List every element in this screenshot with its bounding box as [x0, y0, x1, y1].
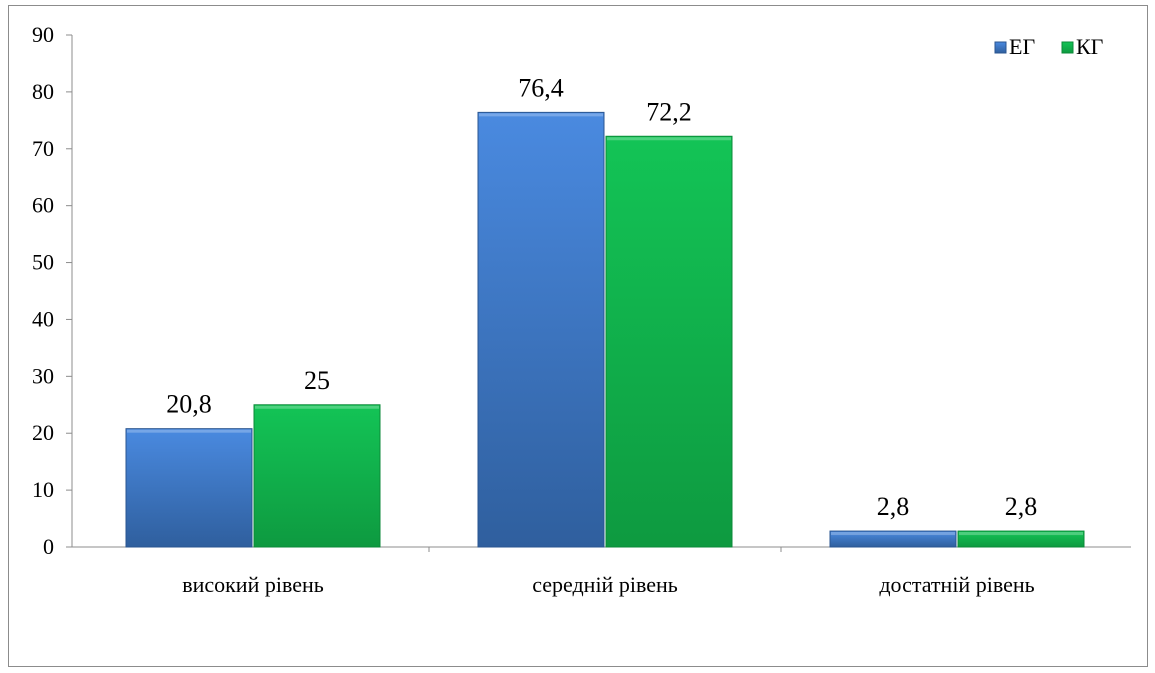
y-tick-label: 30 — [32, 363, 54, 388]
legend-swatch — [1061, 41, 1074, 54]
bar-eg — [829, 530, 957, 548]
data-label: 25 — [304, 366, 330, 395]
y-tick-label: 0 — [43, 534, 54, 559]
x-category-label: достатній рівень — [879, 572, 1034, 597]
legend-swatch — [994, 41, 1007, 54]
y-tick-label: 60 — [32, 193, 54, 218]
bars — [125, 111, 1085, 548]
bar-eg — [125, 428, 253, 548]
x-category-label: середній рівень — [532, 572, 678, 597]
data-label: 76,4 — [518, 73, 564, 102]
bar-highlight — [127, 429, 251, 433]
y-tick-label: 10 — [32, 477, 54, 502]
y-tick-label: 50 — [32, 250, 54, 275]
data-label: 72,2 — [646, 97, 692, 126]
legend-label: КГ — [1076, 34, 1104, 59]
data-labels: 20,8 25 76,4 72,2 2,8 2,8 — [166, 73, 1037, 521]
x-category-label: високий рівень — [182, 572, 324, 597]
bar-kg — [957, 530, 1085, 548]
y-tick-label: 70 — [32, 136, 54, 161]
bar-eg — [477, 111, 605, 548]
y-tick-label: 20 — [32, 420, 54, 445]
legend-label: ЕГ — [1009, 34, 1035, 59]
bar-highlight — [831, 532, 955, 536]
bar-highlight — [607, 137, 731, 141]
data-label: 2,8 — [877, 492, 910, 521]
y-tick-label: 80 — [32, 79, 54, 104]
data-label: 20,8 — [166, 390, 212, 419]
bar-kg — [253, 404, 381, 548]
legend: ЕГ КГ — [994, 34, 1104, 59]
bar-kg — [605, 135, 733, 548]
bar-highlight — [959, 532, 1083, 536]
bar-highlight — [479, 113, 603, 117]
data-label: 2,8 — [1005, 492, 1038, 521]
y-tick-label: 90 — [32, 22, 54, 47]
y-tick-label: 40 — [32, 306, 54, 331]
bar-highlight — [255, 405, 379, 409]
